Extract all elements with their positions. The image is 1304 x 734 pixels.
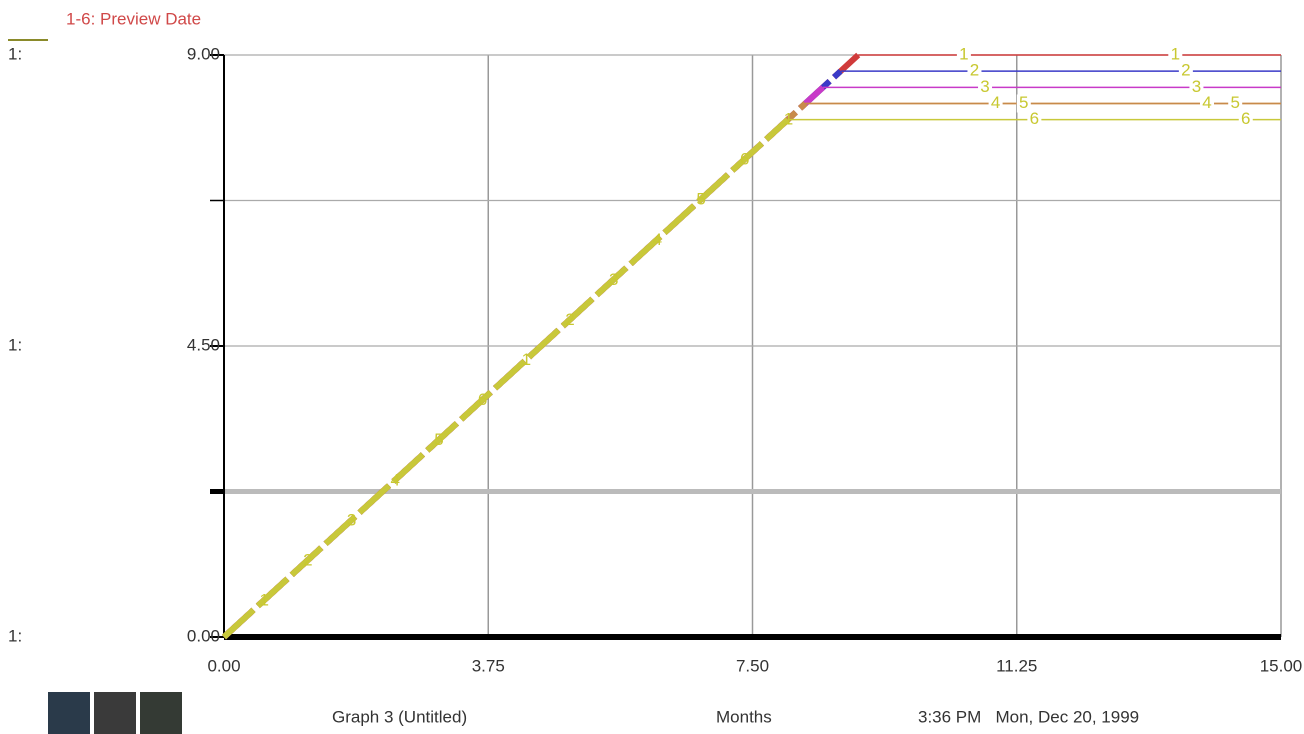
marker-bg [1189,78,1204,97]
series-marker: 1 [959,44,968,63]
series-marker: 3 [1192,77,1201,96]
series-rise [221,117,790,640]
y-axis-prefix: 1: [8,626,22,645]
series-marker: 2 [1181,61,1190,80]
marker-bg [1200,94,1215,113]
series-marker: 4 [653,230,662,249]
marker-bg [1178,62,1193,81]
series-marker: 5 [1019,93,1028,112]
x-tick-label: 0.00 [207,656,240,675]
marker-bg [1168,46,1183,64]
marker-bg [956,46,971,64]
thumbnail[interactable] [94,692,136,734]
marker-bg [1027,110,1042,129]
x-tick-label: 3.75 [472,656,505,675]
series-marker: 1 [259,591,268,610]
timestamp: 3:36 PM Mon, Dec 20, 1999 [918,707,1139,726]
series-marker: 5 [1230,93,1239,112]
series-marker: 5 [696,190,705,209]
series-marker: 3 [609,270,618,289]
y-axis-prefix: 1: [8,44,22,63]
series-marker: 5 [434,430,443,449]
series-marker: 2 [970,61,979,80]
series-marker: 4 [991,93,1000,112]
series-marker: 4 [391,470,400,489]
marker-bg [1228,94,1243,113]
marker-bg [1238,110,1253,129]
series-marker: 6 [1030,109,1039,128]
series-marker: 2 [565,310,574,329]
series-marker: 6 [1241,109,1250,128]
y-axis-prefix: 1: [8,335,22,354]
thumbnail[interactable] [48,692,90,734]
graph-name: Graph 3 (Untitled) [332,707,467,726]
series-marker: 4 [1202,93,1211,112]
series-marker: 6 [740,150,749,169]
series-marker: 6 [478,390,487,409]
thumbnail[interactable] [140,692,182,734]
thumbnails[interactable] [48,692,182,734]
y-tick-label: 9.00 [187,44,220,63]
series-marker: 1 [784,109,793,128]
legend-title: 1-6: Preview Date [66,9,201,28]
x-tick-label: 7.50 [736,656,769,675]
marker-bg [967,62,982,81]
x-tick-label: 11.25 [996,656,1037,675]
x-unit: Months [716,707,772,726]
series-marker: 3 [980,77,989,96]
series-marker: 2 [303,551,312,570]
marker-bg [978,78,993,97]
y-tick-label: 4.50 [187,335,220,354]
series-marker: 1 [1171,44,1180,63]
x-tick-label: 15.00 [1260,656,1303,675]
y-tick-label: 0.00 [187,626,220,645]
series-marker: 1 [522,350,531,369]
marker-bg [1016,94,1031,113]
series-marker: 3 [347,510,356,529]
marker-bg [988,94,1003,113]
